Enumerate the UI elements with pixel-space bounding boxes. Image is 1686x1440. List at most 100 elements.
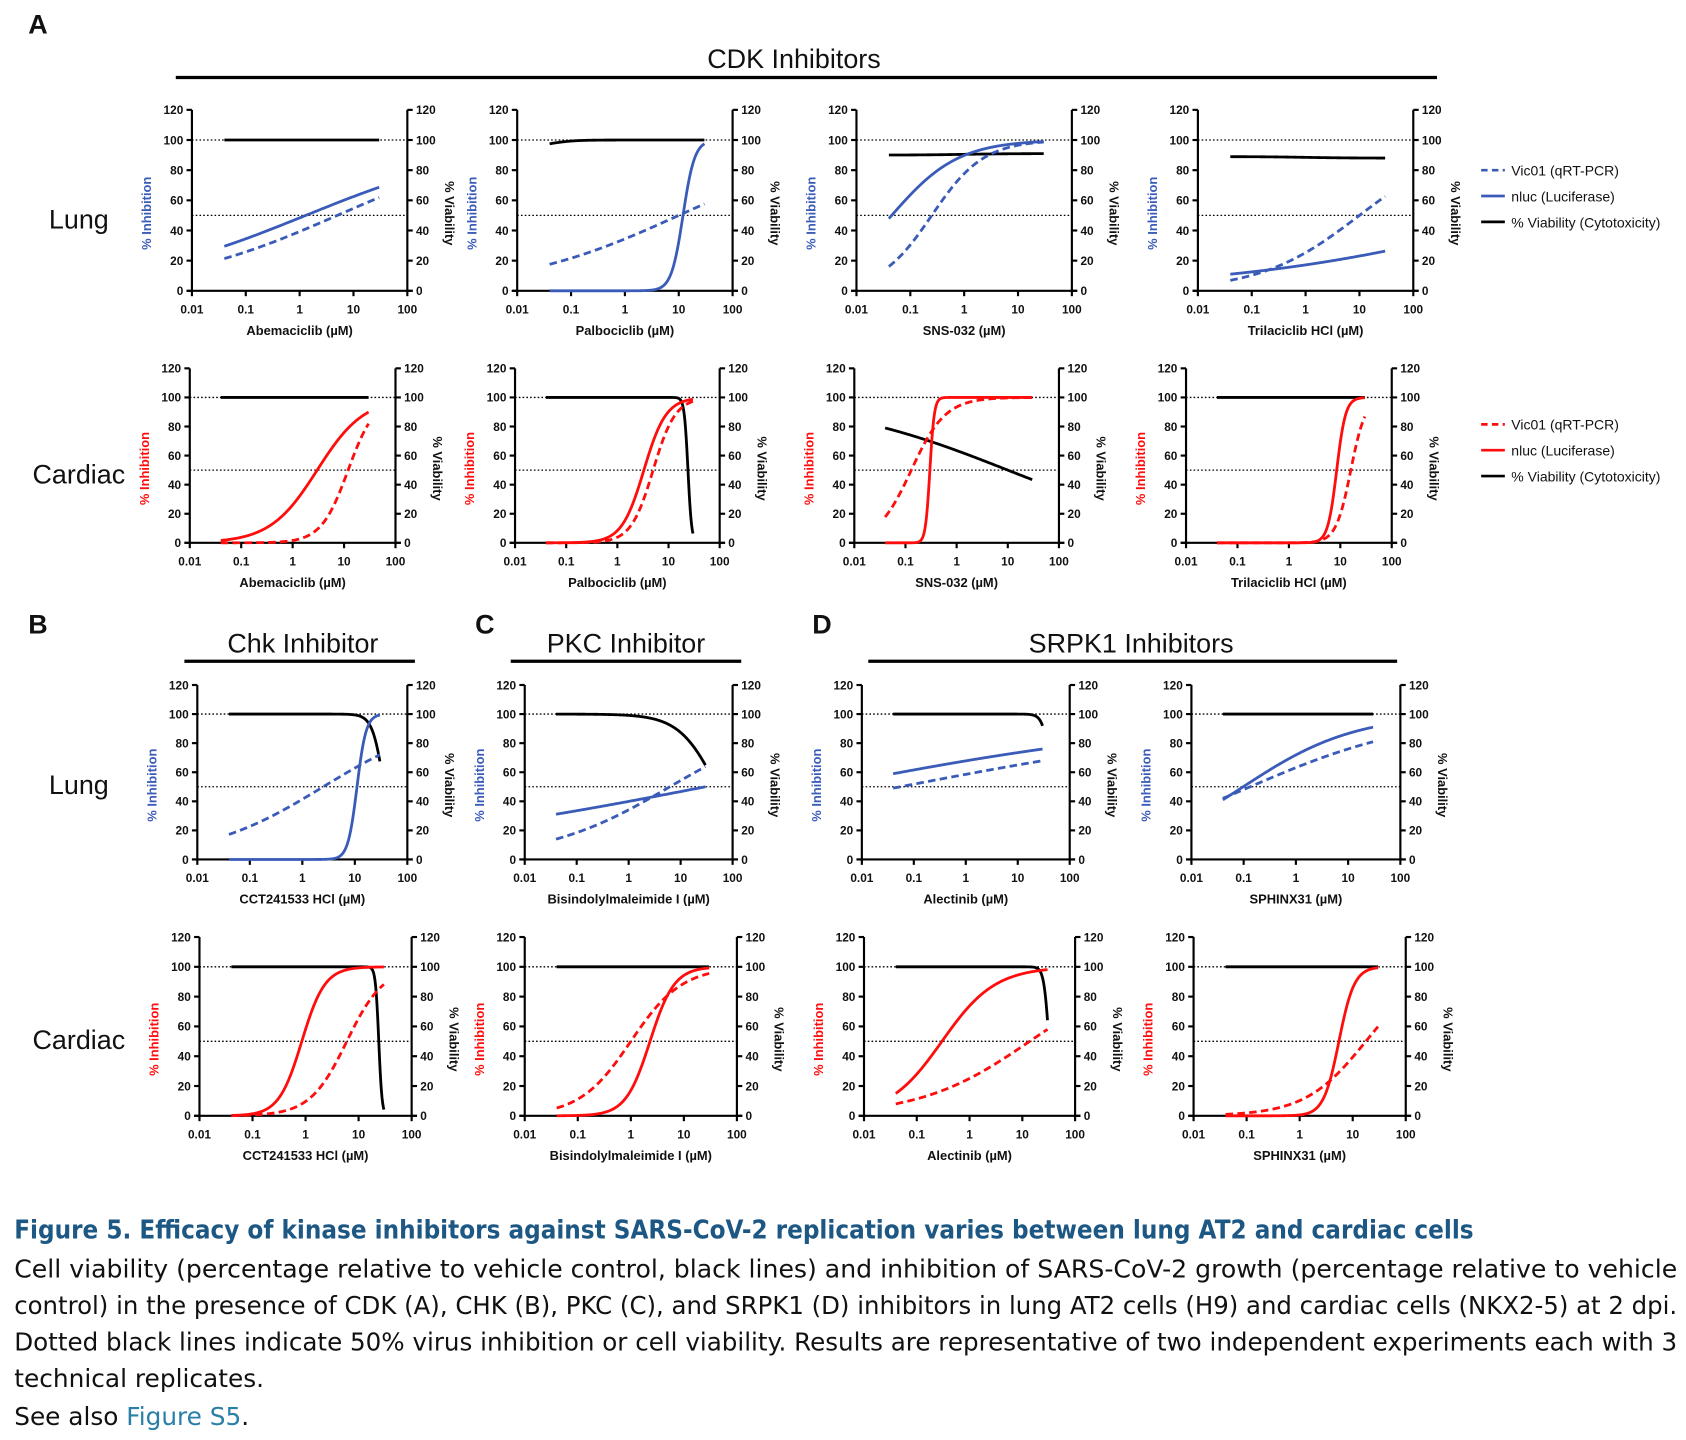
y-tick-label-left: 60	[1170, 766, 1184, 780]
y-tick-label-right: 80	[728, 420, 742, 434]
y-tick-label-right: 120	[1078, 678, 1098, 692]
series-via-curve	[1229, 155, 1386, 160]
y-axis-title-left: % Inhibition	[137, 432, 152, 505]
panel-letter-a: A	[28, 9, 47, 39]
y-axis-title-left: % Inhibition	[462, 432, 477, 505]
group-title-chk: Chk Inhibitor	[227, 629, 378, 659]
y-tick-label-left: 120	[826, 362, 846, 376]
y-tick-label-left: 60	[833, 449, 847, 463]
y-tick-label-left: 20	[168, 507, 182, 521]
y-tick-label-right: 40	[1084, 1050, 1098, 1064]
panel-letter-d: D	[812, 609, 831, 639]
y-tick-label-left: 100	[487, 391, 507, 405]
y-tick-label-left: 20	[833, 507, 847, 521]
y-tick-label-right: 80	[1080, 163, 1094, 177]
x-tick-label: 100	[386, 554, 406, 568]
y-tick-label-right: 60	[746, 1020, 760, 1034]
x-tick-label: 0.1	[558, 554, 575, 568]
y-tick-label-right: 120	[1409, 678, 1429, 692]
plot-panel: 0 0 20 20 40 40 60 60 80 80 100 100 120 120 0.01 0.1 1 10…	[801, 362, 1108, 590]
y-tick-label-right: 100	[1084, 960, 1104, 974]
y-tick-label-right: 40	[416, 224, 430, 238]
y-axis-title-left: % Inhibition	[472, 1003, 487, 1076]
series-nluc-curve	[1229, 249, 1386, 276]
y-tick-label-right: 120	[1068, 362, 1088, 376]
x-tick-label: 0.1	[563, 302, 580, 316]
x-tick-label: 1	[614, 554, 621, 568]
y-tick-label-right: 80	[420, 990, 434, 1004]
y-tick-label-left: 100	[833, 707, 853, 721]
y-tick-label-right: 120	[728, 362, 748, 376]
series-nluc-curve	[555, 966, 710, 1118]
y-tick-label-left: 60	[840, 766, 854, 780]
y-tick-label-right: 40	[1414, 1050, 1428, 1064]
y-tick-label-left: 0	[849, 1109, 856, 1123]
y-tick-label-left: 100	[1170, 133, 1190, 147]
y-tick-label-right: 0	[728, 536, 735, 550]
y-tick-label-left: 40	[1164, 478, 1178, 492]
plot-panel: 0 0 20 20 40 40 60 60 80 80 100 100 120 120 0.01 0.1 1 10…	[1138, 678, 1450, 906]
y-tick-label-left: 40	[503, 1050, 517, 1064]
legend-item: nluc (Luciferase)	[1511, 443, 1615, 459]
x-tick-label: 1	[1293, 871, 1300, 885]
y-tick-label-right: 120	[416, 103, 436, 117]
x-tick-label: 10	[1342, 871, 1356, 885]
x-tick-label: 100	[1403, 302, 1423, 316]
figure-s5-link[interactable]: Figure S5	[126, 1402, 241, 1431]
x-tick-label: 100	[1060, 871, 1080, 885]
y-axis-title-right: % Viability	[442, 753, 457, 818]
y-tick-label-right: 80	[746, 990, 760, 1004]
x-tick-label: 0.01	[1182, 1127, 1205, 1141]
x-tick-label: 0.1	[238, 302, 255, 316]
x-tick-label: 0.01	[188, 1127, 211, 1141]
y-tick-label-left: 20	[178, 1079, 192, 1093]
y-tick-label-left: 0	[1171, 536, 1178, 550]
y-tick-label-right: 100	[1078, 707, 1098, 721]
x-tick-label: 0.1	[1238, 1127, 1255, 1141]
x-tick-label: 1	[966, 1127, 973, 1141]
see-also-prefix: See also	[14, 1402, 126, 1431]
x-tick-label: 0.1	[906, 871, 923, 885]
y-tick-label-right: 40	[420, 1050, 434, 1064]
legend-lung: Vic01 (qRT-PCR) nluc (Luciferase) % Viab…	[1481, 163, 1660, 230]
y-tick-label-left: 80	[503, 990, 517, 1004]
y-tick-label-right: 80	[741, 163, 755, 177]
y-tick-label-right: 80	[1414, 990, 1428, 1004]
y-tick-label-right: 0	[1422, 284, 1429, 298]
y-tick-label-right: 20	[1068, 507, 1082, 521]
x-tick-label: 100	[1049, 554, 1069, 568]
y-tick-label-left: 100	[169, 707, 189, 721]
x-axis-title: SNS-032 (µM)	[915, 575, 998, 590]
y-tick-label-right: 20	[741, 824, 755, 838]
y-axis-title-right: % Viability	[1094, 436, 1109, 501]
y-tick-label-right: 120	[741, 678, 761, 692]
x-axis-title: Alectinib (µM)	[923, 892, 1008, 907]
y-axis-title-left: % Inhibition	[472, 748, 487, 821]
x-tick-label: 1	[622, 302, 629, 316]
y-axis-title-left: % Inhibition	[1133, 432, 1148, 505]
x-axis-title: Palbociclib (µM)	[568, 575, 667, 590]
x-tick-label: 10	[1016, 1127, 1030, 1141]
x-tick-label: 10	[352, 1127, 366, 1141]
series-nluc-curve	[545, 397, 694, 545]
series-vic-curve	[219, 422, 370, 545]
y-tick-label-right: 100	[741, 707, 761, 721]
y-tick-label-right: 120	[1400, 362, 1420, 376]
y-tick-label-right: 60	[1400, 449, 1414, 463]
y-tick-label-left: 20	[1170, 824, 1184, 838]
panel-letter-b: B	[28, 609, 47, 639]
x-tick-label: 0.01	[513, 871, 536, 885]
y-tick-label-right: 80	[1068, 420, 1082, 434]
y-tick-label-left: 40	[495, 224, 509, 238]
y-tick-label-left: 20	[176, 824, 190, 838]
y-tick-label-left: 80	[495, 163, 509, 177]
y-axis-title-left: % Inhibition	[809, 748, 824, 821]
x-tick-label: 0.01	[180, 302, 203, 316]
x-tick-label: 1	[628, 1127, 635, 1141]
y-tick-label-right: 80	[741, 736, 755, 750]
y-axis-title-left: % Inhibition	[139, 177, 154, 250]
row-label-lung-a: Lung	[49, 204, 109, 234]
y-tick-label-right: 40	[741, 795, 755, 809]
y-tick-label-left: 40	[840, 795, 854, 809]
